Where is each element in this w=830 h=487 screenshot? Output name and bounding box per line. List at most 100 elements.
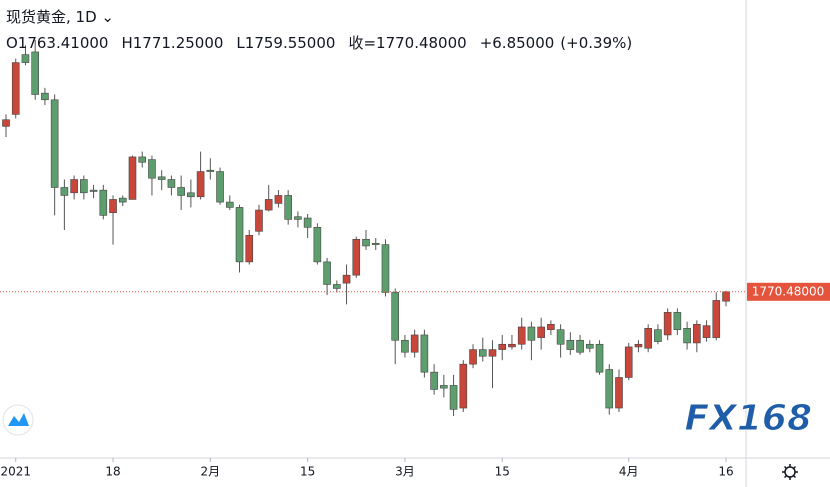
candle-body	[517, 326, 526, 345]
candle-body	[449, 385, 458, 410]
logo-circle[interactable]	[2, 404, 34, 436]
candle-body	[31, 51, 39, 95]
candle-body	[216, 171, 224, 203]
candle-body	[333, 284, 341, 289]
candle-body	[50, 99, 59, 188]
x-tick-label: 15	[495, 465, 510, 479]
candle-body	[294, 216, 302, 220]
candle-body	[712, 300, 721, 338]
candle-body	[547, 324, 555, 330]
x-tick-label: 2021	[0, 465, 31, 479]
settings-gear[interactable]	[782, 464, 798, 480]
candle-body	[702, 325, 711, 338]
gear-teeth[interactable]	[782, 464, 798, 480]
candle-body	[284, 195, 292, 220]
candle-body	[420, 334, 429, 373]
candle-body	[225, 201, 234, 208]
header: 现货黄金, 1D ⌄ O1763.41000 H1771.25000 L1759.5…	[6, 4, 638, 56]
candle-body	[537, 326, 545, 338]
x-tick-label: 15	[300, 465, 315, 479]
quote-field: O1763.41000	[6, 34, 109, 52]
candle-body	[303, 217, 312, 228]
symbol-row[interactable]: 现货黄金, 1D ⌄	[6, 4, 638, 30]
candle-body	[693, 324, 701, 344]
candle-body	[644, 328, 652, 349]
candle-body	[615, 377, 623, 409]
candle-body	[371, 242, 380, 245]
candle-body	[157, 176, 166, 180]
candle-body	[2, 119, 10, 127]
candle-body	[663, 312, 672, 336]
candle-body	[576, 339, 584, 353]
last-price-label: 1770.48000	[752, 284, 825, 298]
x-tick-label: 2月	[201, 465, 221, 479]
candle-body	[362, 238, 370, 247]
candle-body	[206, 169, 215, 172]
candle-body	[566, 339, 575, 350]
quote-field: 收=1770.48000	[348, 34, 467, 52]
candle-body	[80, 179, 88, 194]
x-tick-label: 18	[105, 465, 120, 479]
x-tick-label: 16	[718, 465, 733, 479]
candle-body	[264, 199, 273, 211]
candle-body	[196, 171, 205, 198]
candle-body	[11, 62, 20, 115]
candle-body	[440, 385, 448, 389]
candle-body	[430, 371, 438, 390]
candle-body	[323, 261, 331, 285]
candle-body	[410, 334, 419, 353]
candle-body	[459, 363, 468, 409]
candle-body	[41, 92, 49, 101]
candle-body	[245, 235, 254, 263]
candle-body	[70, 179, 78, 194]
candle-body	[128, 156, 137, 200]
candle-body	[89, 189, 98, 192]
candle-body	[187, 192, 195, 198]
candle-body	[99, 189, 108, 216]
symbol[interactable]: 现货黄金, 1D	[6, 8, 97, 26]
candle-body	[585, 343, 594, 349]
candle-body	[634, 343, 643, 348]
candle-body	[167, 179, 176, 188]
candle-body	[138, 156, 147, 163]
candle-body	[556, 329, 565, 345]
candle-body	[342, 274, 351, 284]
candle-body	[352, 238, 361, 276]
last-price-box	[747, 282, 830, 301]
quote-field: L1759.55000	[236, 34, 336, 52]
logo-shape[interactable]	[8, 413, 29, 426]
candle-body	[527, 326, 536, 341]
candle-body	[498, 343, 507, 350]
candle-body	[508, 343, 516, 348]
candle-body	[595, 343, 604, 373]
candle-body	[255, 209, 263, 232]
candle-body	[488, 349, 497, 357]
chevron[interactable]: ⌄	[101, 8, 114, 26]
tv-logo[interactable]	[2, 404, 34, 436]
x-tick-label: 3月	[395, 465, 415, 479]
candle-body	[401, 339, 409, 353]
candle-body	[391, 292, 400, 341]
candle-body	[148, 159, 156, 179]
candle-body	[109, 199, 117, 214]
candle-body	[654, 329, 662, 342]
candle-body	[469, 349, 477, 365]
quote-field: +6.85000	[479, 34, 555, 52]
candle-body	[21, 54, 30, 63]
quote-field: H1771.25000	[121, 34, 224, 52]
candle-body	[274, 195, 283, 204]
quote-field: (+0.39%)	[560, 34, 633, 52]
candle-body	[722, 291, 730, 302]
candle-body	[683, 328, 691, 344]
candle-body	[381, 244, 390, 293]
candle-body	[313, 227, 322, 263]
candle-body	[624, 346, 633, 378]
candle-body	[235, 207, 244, 263]
candle-body	[60, 187, 69, 196]
candle-body	[478, 349, 487, 357]
watermark: FX168	[685, 398, 813, 439]
candle-body	[118, 197, 127, 203]
candle-body	[177, 187, 185, 196]
